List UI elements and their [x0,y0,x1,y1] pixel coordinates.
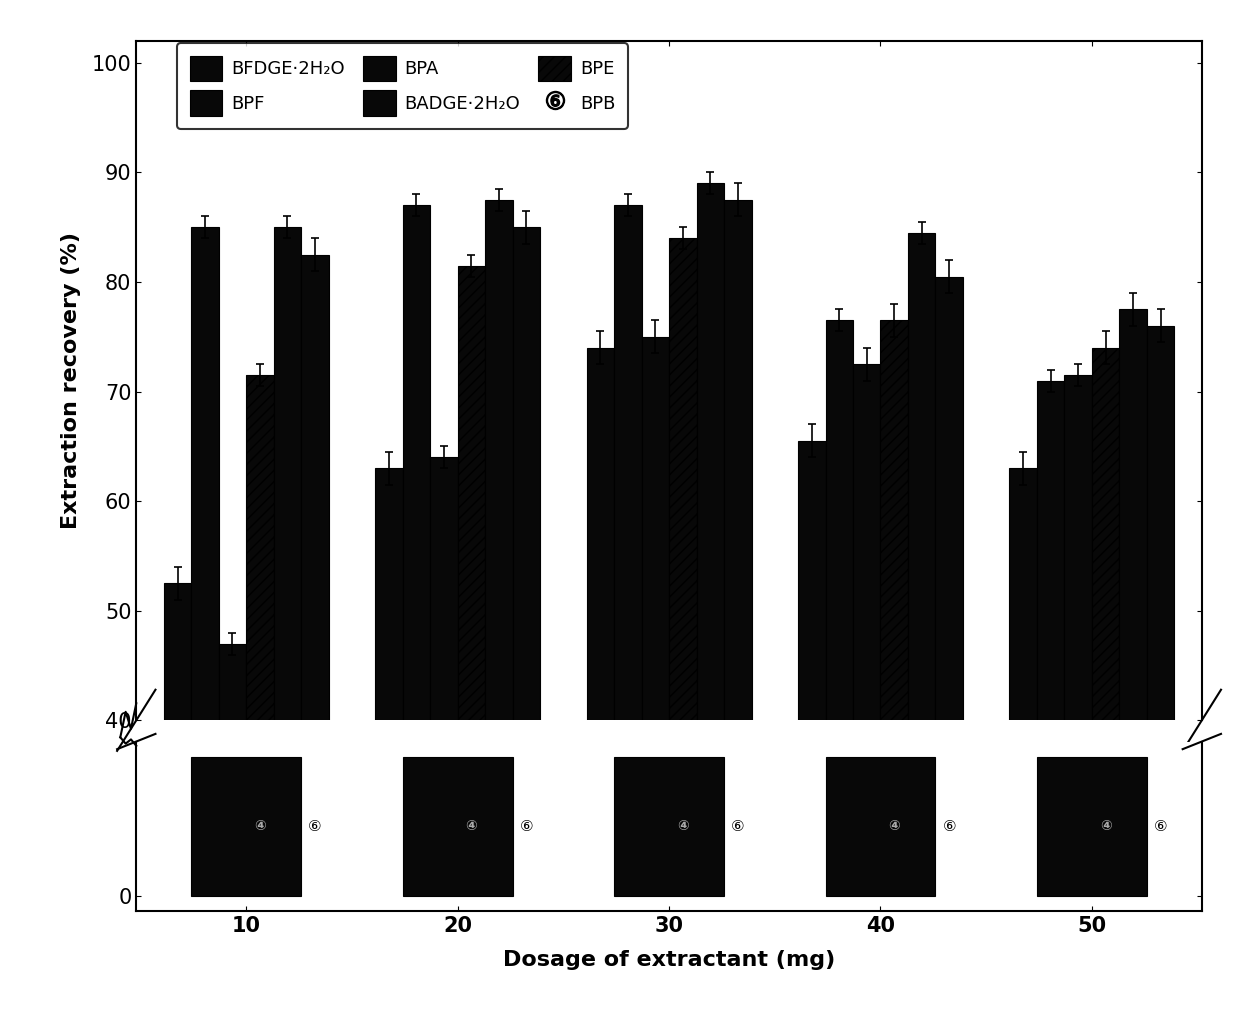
Text: ⑥: ⑥ [731,819,745,834]
Bar [375,468,403,1024]
Bar [642,337,669,1024]
X-axis label: Dosage of extractant (mg): Dosage of extractant (mg) [503,950,835,970]
Bar [247,375,274,1024]
Bar [403,206,430,1024]
Bar [1119,309,1147,1024]
Text: ④: ④ [466,819,477,834]
Text: ⑥: ⑥ [943,819,957,834]
Bar [403,757,513,896]
Bar [881,321,908,1024]
Bar [615,757,724,896]
Y-axis label: Extraction recovery (%): Extraction recovery (%) [61,232,81,529]
Bar [430,458,457,1024]
Text: ④: ④ [676,819,689,834]
Text: ④: ④ [254,819,266,834]
Bar [301,255,328,1024]
Bar [852,365,881,1024]
Bar [457,265,486,1024]
Text: ④: ④ [888,819,900,834]
Text: ④: ④ [1100,819,1111,834]
Bar [1037,757,1147,896]
Bar [935,276,963,1024]
Bar [1037,381,1064,1024]
Bar [274,227,301,1024]
Bar [908,232,935,1024]
Legend: BFDGE·2H₂O, BPF, BPA, BADGE·2H₂O, BPE, BPB: BFDGE·2H₂O, BPF, BPA, BADGE·2H₂O, BPE, B… [177,43,628,129]
Text: ⑥: ⑥ [1154,819,1167,834]
Bar [825,757,935,896]
Bar [798,441,825,1024]
Bar [191,757,301,896]
Bar [586,348,615,1024]
Bar [1010,468,1037,1024]
Bar [486,200,513,1024]
Text: ⑥: ⑥ [519,819,533,834]
Bar [191,227,219,1024]
Bar [1147,326,1175,1024]
Bar [1092,348,1119,1024]
Bar [724,200,752,1024]
Bar [825,321,852,1024]
Bar [164,584,191,1024]
Bar [219,644,247,1024]
Bar [669,239,696,1024]
Bar [513,227,540,1024]
Text: ⑥: ⑥ [309,819,322,834]
Bar [615,206,642,1024]
Bar [696,183,724,1024]
Bar [1064,375,1092,1024]
